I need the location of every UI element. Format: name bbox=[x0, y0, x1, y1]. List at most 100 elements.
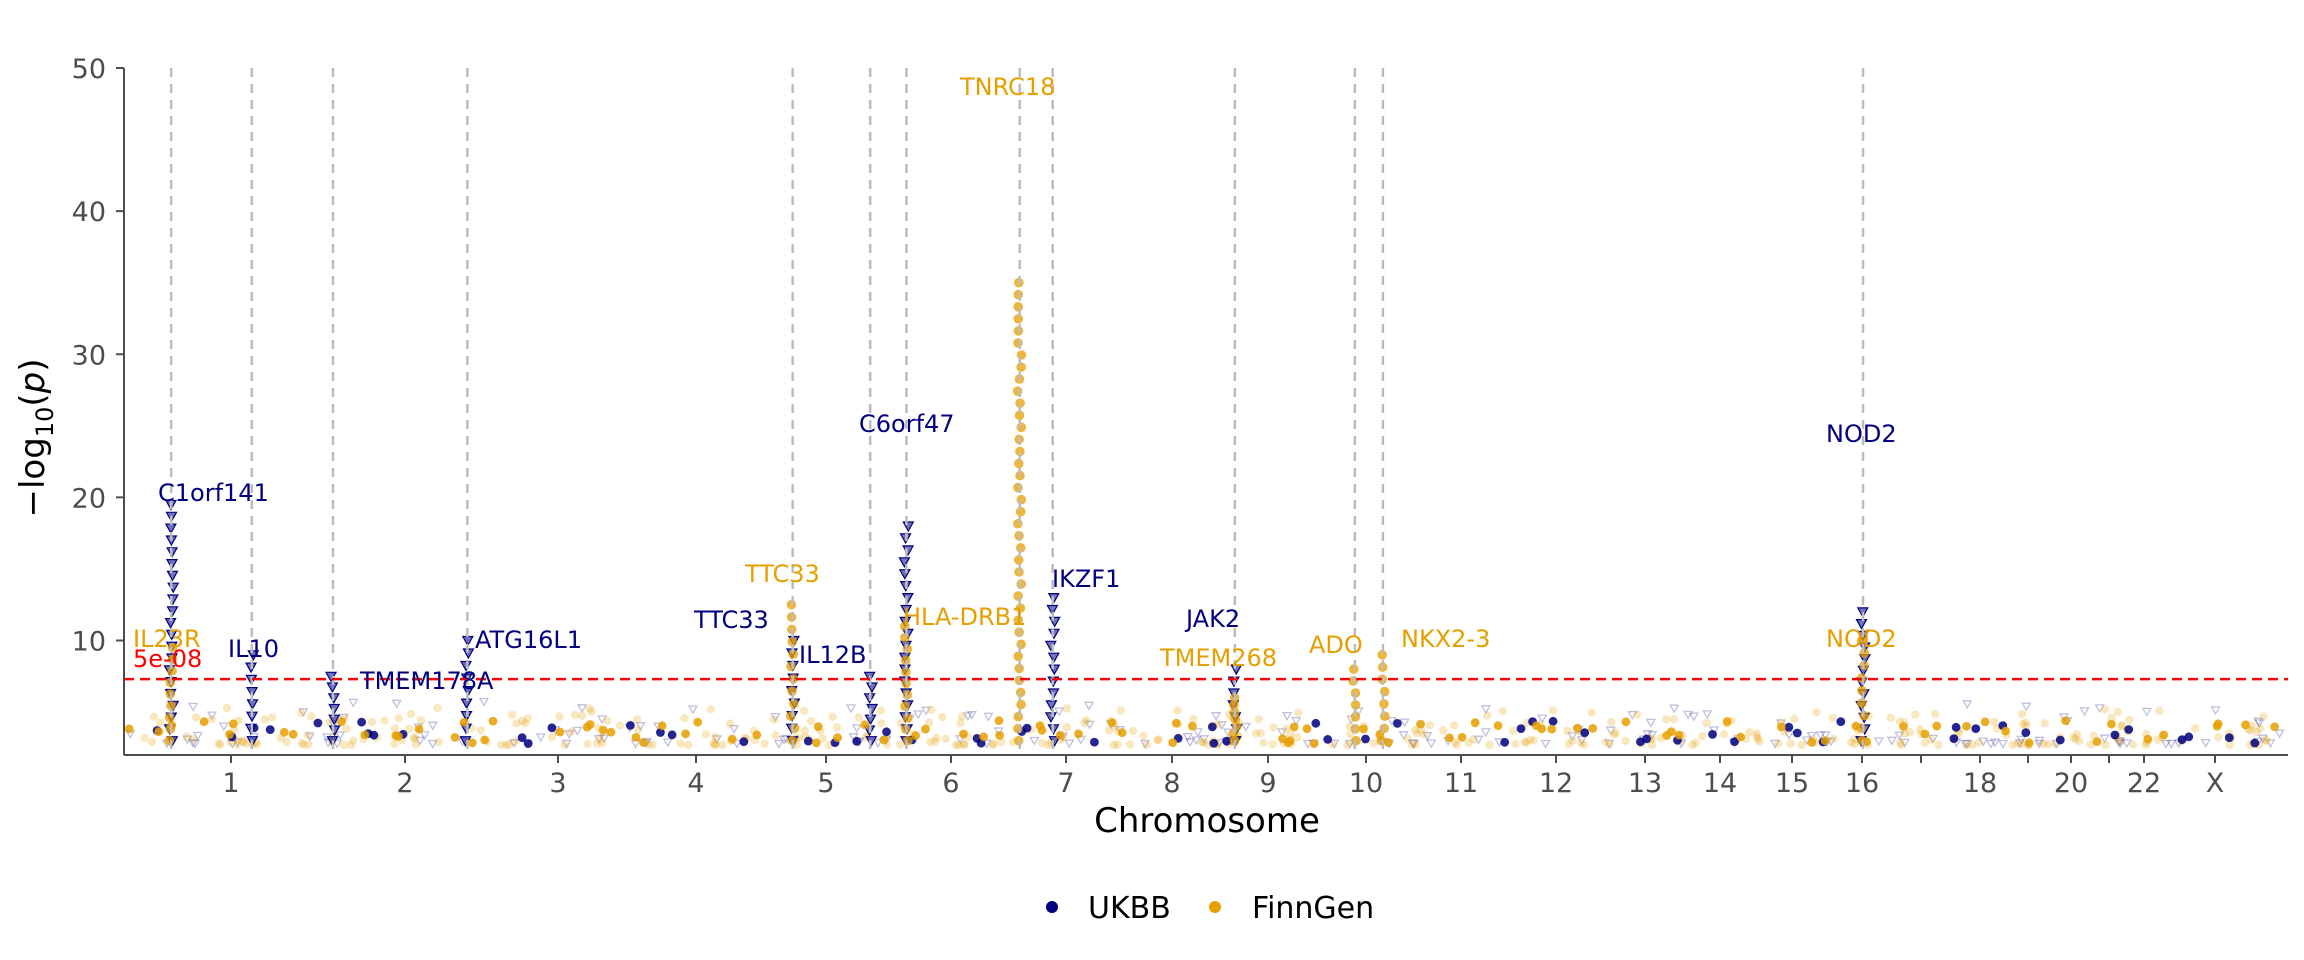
finngen-point bbox=[155, 718, 165, 728]
finngen-point bbox=[303, 731, 312, 740]
finngen-point bbox=[1044, 740, 1053, 749]
ukbb-point bbox=[298, 708, 309, 718]
finngen-point bbox=[1013, 338, 1023, 348]
ukbb-point bbox=[508, 739, 519, 749]
gene-label-ikzf1: IKZF1 bbox=[1052, 565, 1120, 593]
ukbb-point bbox=[1311, 718, 1321, 728]
gene-label-nod2: NOD2 bbox=[1826, 625, 1897, 653]
finngen-point bbox=[771, 731, 780, 740]
ukbb-point bbox=[1927, 734, 1939, 744]
finngen-point bbox=[1745, 728, 1754, 737]
ukbb-point bbox=[2250, 738, 2260, 748]
finngen-point bbox=[337, 717, 346, 727]
ukbb-point bbox=[1642, 734, 1651, 744]
finngen-point bbox=[2001, 726, 2010, 736]
finngen-point bbox=[1230, 714, 1241, 724]
ukbb-point bbox=[1426, 739, 1437, 749]
finngen-point bbox=[1587, 708, 1596, 717]
finngen-point bbox=[2252, 727, 2261, 737]
ukbb-point bbox=[1207, 722, 1217, 732]
finngen-point bbox=[434, 737, 443, 747]
finngen-point bbox=[1564, 739, 1573, 749]
ukbb-point bbox=[1647, 731, 1658, 741]
finngen-faint-points bbox=[140, 703, 2271, 750]
ukbb-point bbox=[517, 733, 527, 742]
finngen-point bbox=[380, 716, 389, 725]
finngen-point bbox=[405, 724, 414, 733]
ukbb-point bbox=[1182, 733, 1193, 743]
finngen-point bbox=[1752, 729, 1762, 738]
gene-label-c6orf47: C6orf47 bbox=[859, 410, 955, 438]
finngen-point bbox=[1934, 740, 1943, 750]
finngen-point bbox=[709, 738, 718, 748]
finngen-point bbox=[711, 732, 720, 742]
finngen-point bbox=[1082, 716, 1091, 725]
ukbb-point bbox=[304, 732, 316, 742]
ukbb-point bbox=[246, 699, 259, 711]
gene-label-tnrc18: TNRC18 bbox=[959, 73, 1055, 101]
finngen-point bbox=[900, 632, 910, 643]
finngen-point bbox=[1493, 721, 1503, 730]
ukbb-point bbox=[332, 739, 343, 749]
ukbb-point bbox=[2166, 739, 2177, 749]
finngen-point bbox=[260, 715, 269, 724]
finngen-point bbox=[1752, 732, 1762, 741]
finngen-point bbox=[488, 716, 498, 726]
finngen-point bbox=[239, 737, 248, 746]
finngen-point bbox=[1621, 717, 1631, 727]
ukbb-point bbox=[2021, 702, 2032, 712]
finngen-point bbox=[1286, 730, 1295, 739]
finngen-point bbox=[1661, 715, 1671, 724]
ukbb-point bbox=[1083, 701, 1095, 711]
finngen-point bbox=[1269, 723, 1278, 732]
finngen-point bbox=[560, 740, 570, 749]
x-tick-label: 12 bbox=[1539, 768, 1573, 799]
finngen-point bbox=[1015, 603, 1026, 613]
finngen-point bbox=[1016, 422, 1027, 433]
ukbb-point bbox=[1682, 710, 1694, 720]
finngen-point bbox=[789, 723, 800, 734]
ukbb-point bbox=[1537, 714, 1548, 724]
ukbb-point bbox=[335, 731, 346, 741]
ukbb-point bbox=[898, 569, 911, 580]
finngen-point bbox=[786, 661, 796, 672]
finngen-point bbox=[1403, 734, 1413, 744]
finngen-point bbox=[1351, 735, 1361, 746]
finngen-point bbox=[1691, 738, 1700, 747]
finngen-point bbox=[1289, 722, 1299, 732]
finngen-point bbox=[701, 730, 711, 739]
finngen-point bbox=[1896, 738, 1905, 747]
finngen-point bbox=[1621, 736, 1630, 745]
x-axis-title: Chromosome bbox=[1094, 801, 1320, 841]
finngen-point bbox=[1012, 386, 1023, 397]
finngen-point bbox=[2212, 721, 2222, 731]
ukbb-point bbox=[2160, 739, 2172, 749]
finngen-point bbox=[497, 740, 506, 749]
finngen-point bbox=[896, 740, 905, 749]
x-tick-label: X bbox=[2206, 768, 2225, 799]
finngen-point bbox=[164, 735, 175, 746]
finngen-point bbox=[2061, 716, 2071, 726]
finngen-point bbox=[1926, 735, 1936, 744]
finngen-point bbox=[1107, 718, 1117, 727]
finngen-point bbox=[2113, 707, 2122, 717]
finngen-point bbox=[1302, 724, 1312, 733]
ukbb-point bbox=[232, 738, 243, 748]
finngen-point bbox=[911, 731, 920, 740]
finngen-point bbox=[1633, 710, 1642, 719]
finngen-point bbox=[1016, 579, 1026, 589]
finngen-point bbox=[800, 726, 809, 735]
finngen-point bbox=[140, 733, 149, 743]
finngen-point bbox=[1774, 739, 1783, 748]
finngen-point bbox=[1470, 718, 1480, 728]
finngen-point bbox=[288, 729, 298, 739]
finngen-point bbox=[394, 732, 403, 741]
ukbb-point bbox=[166, 606, 179, 618]
finngen-point bbox=[587, 707, 596, 716]
ukbb-point bbox=[1044, 640, 1057, 652]
finngen-point bbox=[1547, 724, 1557, 734]
finngen-point bbox=[877, 719, 886, 728]
finngen-point bbox=[1055, 730, 1065, 740]
ukbb-point bbox=[913, 710, 924, 720]
ukbb-point bbox=[901, 593, 914, 604]
